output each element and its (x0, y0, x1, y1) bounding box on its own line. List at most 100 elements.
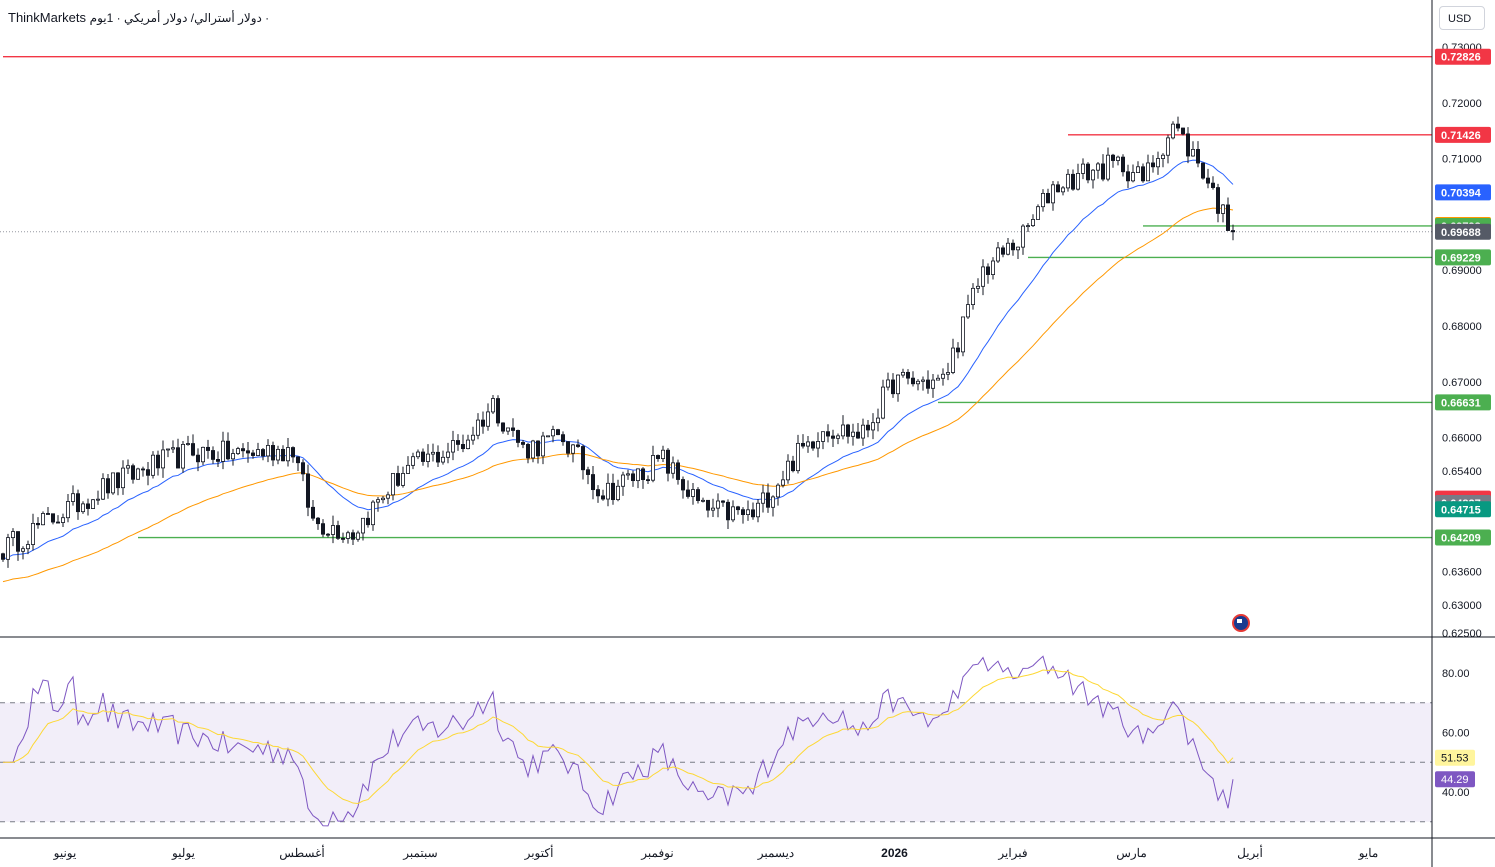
candle-body (581, 446, 586, 471)
rsi-signal-line (3, 669, 1234, 805)
candle-body (651, 455, 656, 481)
candle-body (741, 509, 746, 515)
price-badge (1435, 126, 1491, 143)
candle-body (46, 513, 51, 515)
candle-body (300, 462, 305, 475)
price-badge (1435, 48, 1491, 65)
candle-body (606, 482, 611, 500)
candle-body (1231, 230, 1236, 233)
candle-body (541, 435, 546, 457)
candle-body (571, 444, 576, 454)
time-axis-label: ديسمبر (757, 846, 795, 860)
candle-body (1151, 162, 1156, 168)
candle-body (365, 517, 370, 526)
candle-body (41, 513, 46, 526)
candle-body (711, 507, 716, 511)
price-tick-label: 0.66000 (1442, 433, 1482, 445)
price-tick-label: 0.62500 (1442, 628, 1482, 640)
candle-body (360, 517, 365, 534)
candle-body (821, 431, 826, 442)
candle-body (871, 422, 876, 431)
candle-body (96, 498, 101, 501)
candle-body (390, 473, 395, 496)
candle-body (901, 371, 906, 376)
price-badge-label: 0.72826 (1441, 52, 1481, 64)
candle-body (776, 484, 781, 498)
candle-body (345, 532, 350, 539)
candle-body (1041, 193, 1046, 208)
candle-body (746, 509, 751, 515)
candle-body (405, 464, 410, 474)
candle-body (510, 427, 515, 431)
rsi-line (3, 655, 1234, 827)
candle-body (121, 467, 126, 489)
candle-body (415, 451, 420, 458)
candle-body (1091, 169, 1096, 181)
candle-body (420, 451, 425, 462)
candle-body (976, 285, 981, 289)
candle-body (430, 451, 435, 455)
candle-body (305, 473, 310, 508)
australia-flag-icon[interactable] (1232, 614, 1250, 632)
candle-body (1146, 162, 1151, 182)
candle-body (435, 451, 440, 463)
candle-body (375, 499, 380, 503)
candle-body (400, 473, 405, 486)
moving-averages (2, 159, 1234, 583)
candle-body (1066, 173, 1071, 189)
price-tick-label: 0.63600 (1442, 567, 1482, 579)
rsi-scale: 80.00 60.00 40.00 51.53 44.29 (1435, 668, 1475, 799)
time-axis: يونيو يوليو أغسطس سبتمبر أكتوبر نوفمبر ديسمبر 2… (53, 845, 1379, 860)
price-scale: 0.730000.720000.710000.690000.680000.670… (1435, 42, 1491, 640)
price-tick-label: 0.65400 (1442, 466, 1482, 478)
candle-body (686, 489, 691, 497)
candle-body (811, 441, 816, 449)
candle-body (495, 398, 500, 424)
candle-body (831, 435, 836, 439)
candle-body (380, 497, 385, 501)
candles (0, 116, 1236, 568)
currency-button[interactable]: USD (1439, 6, 1485, 30)
candle-body (111, 472, 116, 494)
time-axis-label: مايو (1358, 846, 1379, 860)
candle-body (906, 371, 911, 379)
candle-body (721, 500, 726, 503)
candle-body (781, 479, 786, 486)
rsi-lines (3, 655, 1234, 827)
candle-body (1046, 193, 1051, 204)
candle-body (195, 454, 200, 463)
candle-body (1101, 163, 1106, 180)
candle-body (861, 424, 866, 439)
candle-body (275, 448, 280, 461)
candle-body (586, 469, 591, 475)
candle-body (185, 443, 190, 445)
candle-body (1051, 184, 1056, 204)
candle-body (160, 449, 165, 469)
candle-body (465, 439, 470, 450)
time-axis-label: يونيو (53, 846, 77, 860)
candle-body (450, 440, 455, 453)
candle-body (370, 501, 375, 526)
price-badge-label: 0.64715 (1441, 504, 1481, 516)
price-tick-label: 0.67000 (1442, 377, 1482, 389)
rsi-band (0, 702, 1432, 823)
candle-body (6, 537, 11, 560)
candle-body (1136, 166, 1141, 173)
candle-body (1096, 163, 1101, 171)
candle-body (1191, 149, 1196, 157)
time-axis-label: يوليو (171, 846, 195, 860)
candle-body (966, 304, 971, 318)
candle-body (130, 465, 135, 480)
time-axis-label: أبريل (1237, 845, 1263, 860)
candle-body (696, 489, 701, 501)
candle-body (996, 247, 1001, 262)
candle-body (425, 453, 430, 462)
candle-body (1036, 206, 1041, 220)
candle-body (631, 473, 636, 482)
candle-body (71, 493, 76, 502)
candle-body (215, 459, 220, 462)
candle-body (200, 446, 205, 463)
candle-body (866, 424, 871, 431)
